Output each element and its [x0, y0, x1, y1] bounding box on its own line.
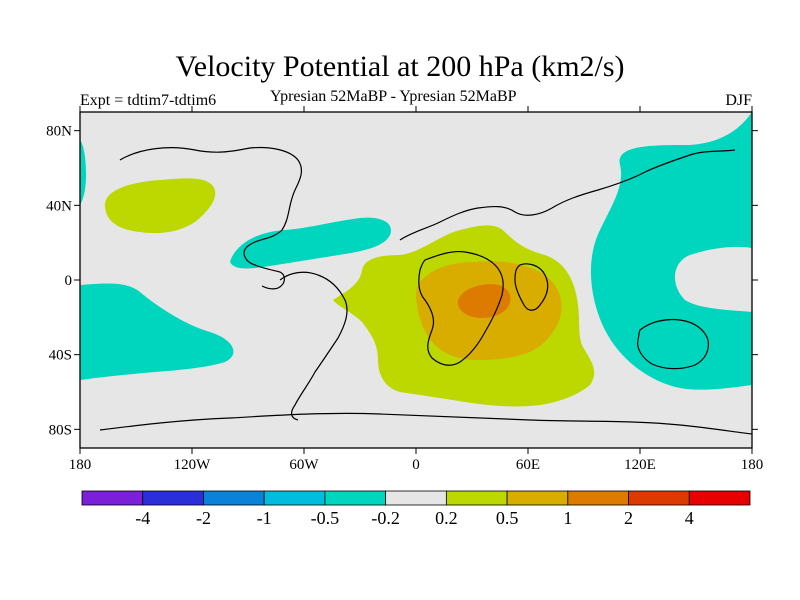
colorbar-level-label: 2	[624, 508, 633, 528]
contour-negative-east	[590, 112, 752, 390]
x-tick-label: 120E	[624, 457, 656, 473]
colorbar-swatch	[506, 490, 569, 506]
x-tick-label: 180	[69, 457, 92, 473]
contour-negative-arctic-west	[80, 140, 86, 205]
contour-fills	[80, 112, 752, 407]
chart-title: Velocity Potential at 200 hPa (km2/s)	[175, 50, 625, 83]
colorbar-swatch	[81, 490, 144, 506]
colorbar-swatch	[142, 490, 204, 506]
contour-negative-north-atlantic	[230, 217, 391, 269]
colorbar-swatch	[567, 490, 629, 506]
colorbar-swatch	[385, 490, 447, 506]
coastlines	[99, 146, 752, 435]
x-tick-label: 60E	[516, 457, 540, 473]
coastline-india	[514, 263, 549, 311]
y-tick-label: 80S	[49, 422, 72, 438]
contour-positive-north-pacific	[105, 178, 216, 234]
colorbar-level-label: 1	[563, 508, 572, 528]
colorbar-swatch	[628, 490, 690, 506]
colorbar-level-label: 0.5	[496, 508, 519, 528]
contour-negative-west-pacific	[80, 283, 234, 380]
colorbar-swatch	[445, 490, 508, 506]
colorbar-level-label: -4	[135, 508, 150, 528]
colorbar-level-label: -2	[196, 508, 211, 528]
coastline-antarctica	[99, 412, 752, 435]
colorbar-swatch	[263, 490, 326, 506]
x-tick-label: 180	[741, 457, 764, 473]
x-tick-label: 0	[412, 457, 420, 473]
x-tick-label: 60W	[289, 457, 319, 473]
colorbar-level-label: 0.2	[435, 508, 458, 528]
axis-labels: 180 120W 60W 0 60E 120E 180 80N 40N 0 40S 80S	[46, 124, 763, 473]
coastline-australia	[637, 318, 710, 370]
y-tick-label: 0	[65, 273, 73, 289]
colorbar-swatch	[324, 490, 387, 506]
colorbar: -4 -2 -1 -0.5 -0.2 0.2 0.5 1 2 4	[81, 490, 751, 528]
colorbar-level-label: -0.5	[311, 508, 340, 528]
experiment-label: Expt = tdtim7-tdtim6	[80, 92, 217, 109]
coastline-africa	[418, 250, 504, 366]
colorbar-level-label: -0.2	[371, 508, 400, 528]
y-tick-label: 80N	[46, 124, 72, 140]
x-tick-label: 120W	[174, 457, 212, 473]
coastline-south-america	[279, 271, 348, 421]
colorbar-swatch	[688, 490, 751, 506]
season-label: DJF	[725, 92, 752, 109]
colorbar-level-label: 4	[685, 508, 694, 528]
y-tick-label: 40S	[49, 348, 72, 364]
axis-ticks	[74, 106, 758, 454]
coastline-north-america	[119, 146, 303, 290]
colorbar-swatch	[203, 490, 265, 506]
y-tick-label: 40N	[46, 198, 72, 214]
colorbar-level-label: -1	[257, 508, 272, 528]
subtitle-label: Ypresian 52MaBP - Ypresian 52MaBP	[270, 88, 517, 105]
coastline-europe-asia	[399, 149, 736, 241]
